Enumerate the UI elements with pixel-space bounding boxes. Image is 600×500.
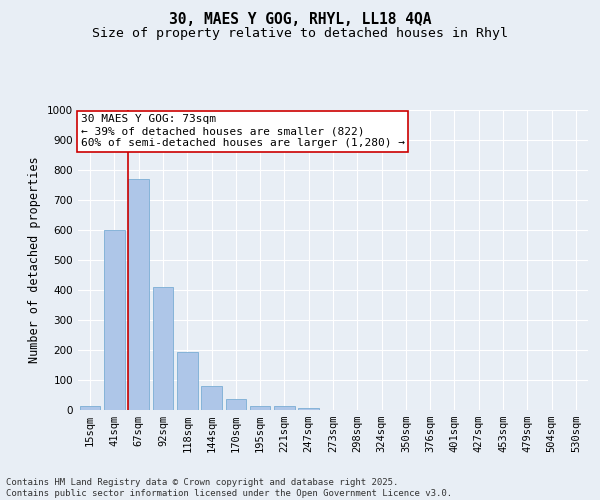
Bar: [298, 408, 319, 410]
Bar: [226, 398, 246, 410]
Bar: [152, 287, 173, 410]
Bar: [250, 406, 271, 410]
Text: Contains HM Land Registry data © Crown copyright and database right 2025.
Contai: Contains HM Land Registry data © Crown c…: [6, 478, 452, 498]
Text: 30 MAES Y GOG: 73sqm
← 39% of detached houses are smaller (822)
60% of semi-deta: 30 MAES Y GOG: 73sqm ← 39% of detached h…: [80, 114, 404, 148]
Bar: [104, 230, 125, 410]
Bar: [128, 179, 149, 410]
Text: Size of property relative to detached houses in Rhyl: Size of property relative to detached ho…: [92, 28, 508, 40]
Text: 30, MAES Y GOG, RHYL, LL18 4QA: 30, MAES Y GOG, RHYL, LL18 4QA: [169, 12, 431, 28]
Bar: [80, 406, 100, 410]
Bar: [274, 406, 295, 410]
Y-axis label: Number of detached properties: Number of detached properties: [28, 156, 41, 364]
Bar: [177, 352, 197, 410]
Bar: [201, 386, 222, 410]
